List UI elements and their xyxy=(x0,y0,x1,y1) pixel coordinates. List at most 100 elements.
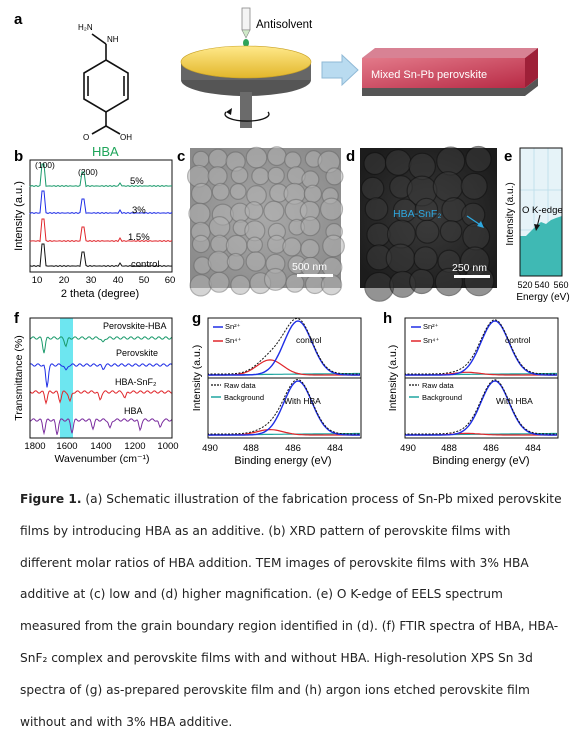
benzene-ring xyxy=(83,59,129,113)
svg-text:490: 490 xyxy=(202,443,218,454)
panel-g-letter: g xyxy=(192,310,201,327)
panel-f: f Perovskite-HBA Perovskite HBA-SnF₂ HBA… xyxy=(13,310,179,465)
figure-caption: Figure 1. (a) Schematic illustration of … xyxy=(20,484,565,738)
xrd-xticks: 10 20 30 40 50 60 xyxy=(32,275,176,286)
antisolvent-drop xyxy=(243,39,249,47)
xrd-series-line xyxy=(29,190,173,215)
grain xyxy=(251,167,270,186)
peak-200-label: (200) xyxy=(78,167,98,177)
grain xyxy=(285,273,305,293)
svg-text:1600: 1600 xyxy=(56,441,77,452)
svg-text:490: 490 xyxy=(400,443,416,454)
o-label: O xyxy=(83,133,89,142)
xps-raw-line xyxy=(207,378,360,435)
grain xyxy=(465,145,492,173)
xps-g-xticks: 490 488 486 484 xyxy=(202,443,343,454)
svg-text:40: 40 xyxy=(113,275,124,286)
xps-h-xlabel: Binding energy (eV) xyxy=(432,455,529,467)
xrd-frame xyxy=(29,159,173,273)
grain xyxy=(364,197,389,221)
eels-ylabel: Intensity (a.u.) xyxy=(505,182,516,245)
grain xyxy=(245,251,267,272)
grain xyxy=(413,246,438,271)
xps-h-legend-raw: Raw data xyxy=(422,381,455,390)
grain xyxy=(211,182,230,201)
xps-sn4-line xyxy=(208,359,360,376)
xps-sn2-line xyxy=(208,320,360,376)
caption-lead: Figure 1. xyxy=(20,492,82,506)
grain xyxy=(360,176,385,201)
scalebar-500 xyxy=(297,274,333,277)
svg-text:60: 60 xyxy=(165,275,176,286)
spin-disk-top xyxy=(180,45,312,79)
svg-text:1400: 1400 xyxy=(90,441,111,452)
eels-fill xyxy=(520,216,562,276)
grain xyxy=(245,146,268,169)
series-label-3: 3% xyxy=(132,205,146,216)
xrd-xlabel: 2 theta (degree) xyxy=(61,288,139,300)
peak-100-label: (100) xyxy=(35,160,55,170)
grain xyxy=(189,274,212,297)
spindle xyxy=(240,92,252,128)
xps-g-bottom-label: With HBA xyxy=(284,396,321,406)
xrd-traces xyxy=(29,163,173,268)
svg-text:20: 20 xyxy=(59,275,70,286)
xrd-series-line xyxy=(29,163,173,188)
series-label-5: 5% xyxy=(130,176,144,187)
svg-text:486: 486 xyxy=(285,443,301,454)
xps-g-legend-raw: Raw data xyxy=(224,381,257,390)
xps-g-plot xyxy=(207,317,362,439)
panel-a: a H₂N NH O OH HBA xyxy=(14,7,538,159)
grain xyxy=(300,238,320,259)
panel-c: c 500 nm xyxy=(177,146,345,297)
grain xyxy=(409,268,435,295)
oh-label: OH xyxy=(120,133,132,142)
series-label-1-5: 1.5% xyxy=(128,232,150,243)
svg-text:50: 50 xyxy=(139,275,150,286)
grain xyxy=(462,222,491,251)
figure-1: a H₂N NH O OH HBA xyxy=(13,7,570,467)
grain xyxy=(300,216,321,237)
nh-label: NH xyxy=(107,35,119,44)
xps-raw-line xyxy=(207,318,360,375)
panel-d-letter: d xyxy=(346,148,355,165)
grain xyxy=(303,184,323,203)
xps-h-legend-sn2: Sn²⁺ xyxy=(423,322,439,331)
svg-text:488: 488 xyxy=(441,443,457,454)
panel-b-letter: b xyxy=(14,148,23,165)
grain xyxy=(364,271,395,302)
grain xyxy=(263,267,287,291)
grain xyxy=(436,146,466,176)
svg-text:520: 520 xyxy=(517,280,532,290)
svg-text:488: 488 xyxy=(243,443,259,454)
ftir-series-line xyxy=(29,418,173,436)
ftir-label-perovskite: Perovskite xyxy=(116,348,158,358)
svg-text:540: 540 xyxy=(534,280,549,290)
scalebar-250-label: 250 nm xyxy=(452,262,487,274)
grain xyxy=(266,146,287,167)
panel-h-letter: h xyxy=(383,310,392,327)
grain xyxy=(188,202,211,225)
grain xyxy=(283,151,302,169)
xps-sn2-line xyxy=(405,380,557,436)
xps-h-bottom-label: With HBA xyxy=(496,396,533,406)
panel-g: g Intensity (a.u.) Binding energy (eV) 4… xyxy=(191,310,362,467)
tem-low-grains xyxy=(187,146,345,297)
grain xyxy=(230,166,249,185)
spin-coater xyxy=(180,7,312,128)
grain xyxy=(363,151,387,176)
grain xyxy=(320,274,343,296)
ftir-ylabel: Transmittance (%) xyxy=(13,335,25,420)
eels-xlabel: Energy (eV) xyxy=(516,292,569,303)
xps-h-legend-sn4: Sn⁴⁺ xyxy=(423,336,439,345)
svg-text:484: 484 xyxy=(525,443,541,454)
xrd-series-line xyxy=(29,218,173,243)
o-k-edge-label: O K-edge xyxy=(522,205,563,216)
ftir-highlight xyxy=(60,318,73,438)
panel-d: d HBA-SnF₂ 250 nm xyxy=(346,145,497,302)
svg-text:1800: 1800 xyxy=(24,441,45,452)
grain xyxy=(225,234,248,257)
pipette xyxy=(241,7,251,31)
panel-e-letter: e xyxy=(504,148,512,165)
xps-h-plot xyxy=(404,317,559,439)
